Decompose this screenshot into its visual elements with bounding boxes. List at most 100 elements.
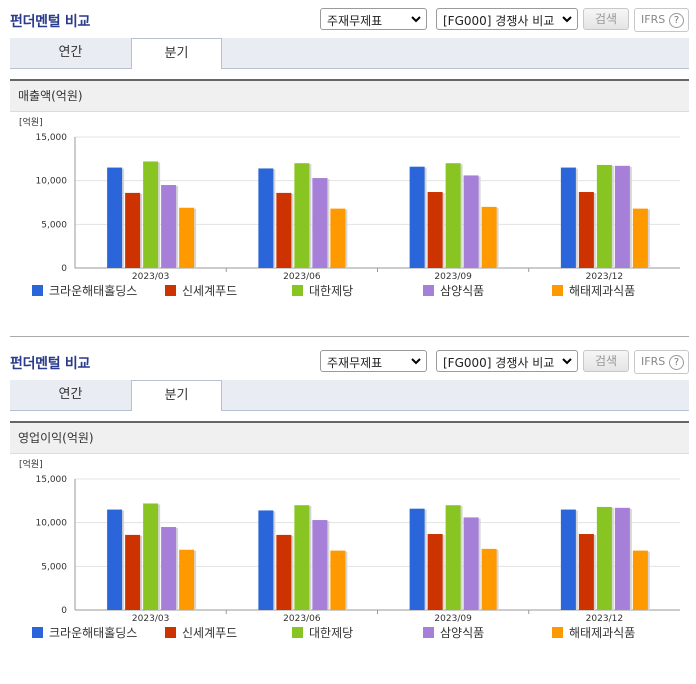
section-title: 펀더멘털 비교	[10, 14, 91, 30]
legend-swatch	[423, 627, 434, 638]
legend-item[interactable]: 신세계푸드	[165, 624, 237, 641]
operating-profit-chart: [억원] 0 5,000 10,000 15,000 2023/03 2023/06 2023…	[19, 458, 680, 623]
ifrs-label: IFRS	[641, 13, 666, 26]
x-tick-label: 2023/09	[434, 272, 472, 281]
legend-item[interactable]: 삼양식품	[423, 282, 484, 299]
tab-quarterly[interactable]: 분기	[131, 380, 222, 411]
x-tick-label: 2023/12	[586, 272, 623, 281]
legend-swatch	[165, 285, 176, 296]
bar-2023/12-크라운해태홀딩스	[560, 509, 576, 610]
legend-item[interactable]: 신세계푸드	[165, 282, 237, 299]
compare-select[interactable]: [FG000] 경쟁사 비교	[436, 350, 578, 372]
legend-item[interactable]: 대한제당	[292, 282, 353, 299]
y-unit-label: [억원]	[19, 116, 43, 128]
y-tick-label: 5,000	[41, 220, 67, 230]
tab-annual[interactable]: 연간	[58, 387, 83, 402]
bar-2023/06-신세계푸드	[276, 534, 292, 610]
bar-2023/12-삼양식품	[614, 507, 630, 610]
x-tick-label: 2023/06	[283, 272, 321, 281]
statement-select-value: 주재무제표	[327, 356, 383, 370]
compare-select[interactable]: [FG000] 경쟁사 비교	[436, 8, 578, 30]
legend-item[interactable]: 해태제과식품	[552, 282, 635, 299]
y-unit-label: [억원]	[19, 458, 43, 470]
fundamental-section-1: 펀더멘털 비교 주재무제표 [FG000] 경쟁사 비교 검색 IFRS ? 연…	[0, 0, 696, 334]
help-icon[interactable]: ?	[669, 355, 684, 370]
chart-panel: 매출액(억원) [억원] 0 5,000 10,000 15,000 2023/03 202…	[10, 79, 689, 334]
legend-swatch	[552, 285, 563, 296]
section-header: 펀더멘털 비교 주재무제표 [FG000] 경쟁사 비교 검색 IFRS ?	[0, 0, 696, 36]
legend-swatch	[292, 285, 303, 296]
statement-select[interactable]: 주재무제표	[320, 8, 427, 30]
statement-select-value: 주재무제표	[327, 14, 383, 28]
bar-2023/12-해태제과식품	[632, 208, 648, 268]
bar-2023/09-신세계푸드	[427, 192, 443, 268]
bar-2023/09-신세계푸드	[427, 534, 443, 610]
help-icon[interactable]: ?	[669, 13, 684, 28]
legend-label: 신세계푸드	[182, 626, 238, 640]
bar-2023/06-크라운해태홀딩스	[258, 510, 274, 610]
x-tick-label: 2023/06	[283, 614, 321, 623]
legend-label: 삼양식품	[440, 284, 485, 298]
compare-select-value: [FG000] 경쟁사 비교	[443, 14, 555, 28]
bar-2023/09-삼양식품	[463, 517, 479, 610]
y-tick-label: 15,000	[36, 133, 68, 143]
bar-2023/12-삼양식품	[614, 165, 630, 268]
legend-label: 해태제과식품	[569, 284, 636, 298]
chevron-down-icon	[411, 16, 421, 23]
bar-2023/03-해태제과식품	[179, 549, 195, 610]
bar-2023/09-해태제과식품	[481, 548, 497, 610]
chart-legend: 크라운해태홀딩스 신세계푸드 대한제당 삼양식품 해태제과식품	[10, 282, 689, 302]
tab-annual[interactable]: 연간	[58, 45, 83, 60]
bar-2023/09-대한제당	[445, 163, 461, 268]
bar-2023/12-신세계푸드	[578, 192, 594, 268]
legend-item[interactable]: 크라운해태홀딩스	[32, 624, 137, 641]
fundamental-section-2: 펀더멘털 비교 주재무제표 [FG000] 경쟁사 비교 검색 IFRS ? 연…	[0, 342, 696, 676]
chart-legend: 크라운해태홀딩스 신세계푸드 대한제당 삼양식품 해태제과식품	[10, 624, 689, 644]
tab-quarterly[interactable]: 분기	[131, 38, 222, 69]
bar-2023/09-해태제과식품	[481, 206, 497, 268]
chevron-down-icon	[411, 358, 421, 365]
ifrs-button[interactable]: IFRS ?	[634, 8, 689, 32]
bar-2023/09-크라운해태홀딩스	[409, 508, 425, 610]
legend-label: 해태제과식품	[569, 626, 636, 640]
compare-select-value: [FG000] 경쟁사 비교	[443, 356, 555, 370]
bar-2023/06-대한제당	[294, 505, 310, 610]
legend-item[interactable]: 크라운해태홀딩스	[32, 282, 137, 299]
bar-2023/09-대한제당	[445, 505, 461, 610]
legend-label: 크라운해태홀딩스	[49, 284, 138, 298]
search-button[interactable]: 검색	[583, 8, 629, 30]
y-tick-label: 10,000	[36, 519, 68, 529]
bar-2023/12-신세계푸드	[578, 534, 594, 610]
bar-2023/12-대한제당	[596, 506, 612, 610]
legend-item[interactable]: 해태제과식품	[552, 624, 635, 641]
bar-2023/03-크라운해태홀딩스	[107, 167, 123, 268]
bar-2023/12-대한제당	[596, 164, 612, 268]
bar-2023/03-대한제당	[143, 503, 159, 610]
ifrs-button[interactable]: IFRS ?	[634, 350, 689, 374]
legend-label: 크라운해태홀딩스	[49, 626, 138, 640]
y-tick-label: 0	[61, 264, 67, 274]
legend-swatch	[292, 627, 303, 638]
bar-2023/06-삼양식품	[312, 178, 328, 268]
chart-title: 영업이익(억원)	[10, 423, 689, 454]
search-button[interactable]: 검색	[583, 350, 629, 372]
revenue-chart: [억원] 0 5,000 10,000 15,000 2023/03 2023/06 2023…	[19, 116, 680, 281]
bar-2023/03-대한제당	[143, 161, 159, 268]
bar-2023/03-해태제과식품	[179, 207, 195, 268]
section-title: 펀더멘털 비교	[10, 356, 91, 372]
chart-panel: 영업이익(억원) [억원] 0 5,000 10,000 15,000 2023/03 20…	[10, 421, 689, 676]
bar-2023/12-크라운해태홀딩스	[560, 167, 576, 268]
statement-select[interactable]: 주재무제표	[320, 350, 427, 372]
bar-2023/09-크라운해태홀딩스	[409, 166, 425, 268]
chevron-down-icon	[562, 16, 572, 23]
bar-2023/06-삼양식품	[312, 520, 328, 610]
bar-2023/06-신세계푸드	[276, 192, 292, 268]
y-tick-label: 10,000	[36, 177, 68, 187]
y-tick-label: 15,000	[36, 475, 68, 485]
legend-item[interactable]: 대한제당	[292, 624, 353, 641]
bar-2023/03-삼양식품	[161, 185, 177, 268]
bar-2023/03-신세계푸드	[125, 534, 141, 610]
bar-2023/03-크라운해태홀딩스	[107, 509, 123, 610]
legend-item[interactable]: 삼양식품	[423, 624, 484, 641]
bar-2023/09-삼양식품	[463, 175, 479, 268]
